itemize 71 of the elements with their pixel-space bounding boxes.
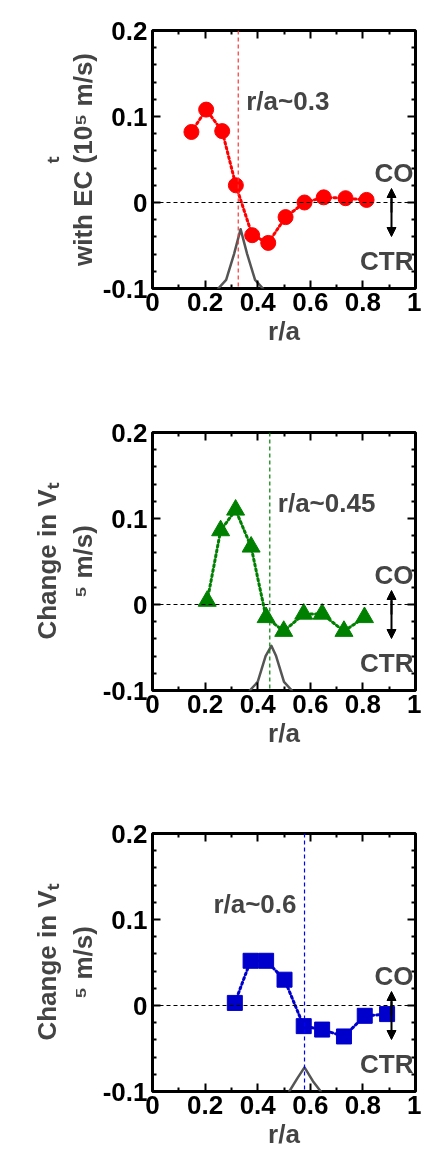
point (314, 1021, 331, 1038)
point (256, 606, 276, 624)
y-axis-title: Change in Vₜ ⁵ m/s) (31, 482, 98, 640)
point (315, 189, 332, 206)
point (295, 1018, 312, 1035)
point (197, 590, 217, 607)
point (227, 177, 244, 194)
line-series (288, 1066, 323, 1092)
point (183, 123, 200, 140)
x-tick-label: 0.8 (344, 688, 381, 719)
y-tick-label: 0.1 (111, 101, 148, 132)
annotation: CO (374, 960, 414, 991)
y-tick-label: 0.2 (111, 818, 148, 849)
point (198, 101, 215, 118)
ref-line-label: r/a~0.3 (246, 85, 330, 116)
point (274, 620, 294, 637)
point (354, 606, 374, 624)
annotation: CTR (360, 245, 414, 276)
x-axis-title: r/a (268, 1118, 301, 1149)
x-tick-label: 0.8 (344, 286, 381, 317)
annotation: CTR (360, 647, 414, 678)
point (358, 191, 375, 208)
x-tick-label: 0.2 (187, 286, 224, 317)
y-axis-title: ₜ with EC (10⁵ m/s) (31, 52, 98, 268)
x-tick-label: 0.4 (239, 1089, 277, 1120)
point (241, 535, 261, 553)
point (277, 209, 294, 226)
y-axis-title: Change in Vₜ ⁵ m/s) (31, 883, 98, 1041)
point (244, 227, 261, 244)
x-tick-label: 0.6 (292, 688, 329, 719)
ref-line-label: r/a~0.45 (277, 487, 376, 518)
y-tick-label: 0.2 (111, 15, 148, 46)
point (258, 952, 275, 969)
y-tick-label: 0 (133, 187, 148, 218)
line-series (217, 227, 265, 289)
x-tick-label: 0.2 (187, 1089, 224, 1120)
x-tick-label: 0.6 (292, 286, 329, 317)
point (337, 190, 354, 207)
point (214, 123, 231, 140)
annotation: CO (374, 559, 414, 590)
annotation: CTR (360, 1048, 414, 1079)
point (226, 499, 246, 516)
point (260, 234, 277, 251)
y-tick-label: 0 (133, 990, 148, 1021)
x-tick-label: 0.4 (239, 688, 277, 719)
point (211, 519, 231, 537)
point (276, 971, 293, 988)
x-axis-title: r/a (268, 717, 301, 748)
x-tick-label: 1 (407, 688, 421, 719)
point (356, 1007, 373, 1024)
x-tick-label: 1 (407, 1089, 421, 1120)
x-tick-label: 0.2 (187, 688, 224, 719)
line-series (248, 644, 294, 691)
y-tick-label: 0.1 (111, 904, 148, 935)
y-tick-label: 0.1 (111, 503, 148, 534)
x-tick-label: 0.4 (239, 286, 277, 317)
y-tick-label: 0.2 (111, 417, 148, 448)
x-tick-label: 0.6 (292, 1089, 329, 1120)
point (334, 620, 354, 637)
point (242, 952, 259, 969)
annotation: CO (374, 157, 414, 188)
point (312, 603, 332, 620)
x-tick-label: 1 (407, 286, 421, 317)
point (335, 1028, 352, 1045)
point (296, 194, 313, 211)
x-axis-title: r/a (268, 315, 301, 346)
ref-line-label: r/a~0.6 (213, 888, 297, 919)
y-tick-label: 0 (133, 589, 148, 620)
point (294, 603, 314, 620)
x-tick-label: 0.8 (344, 1089, 381, 1120)
point (226, 994, 243, 1011)
